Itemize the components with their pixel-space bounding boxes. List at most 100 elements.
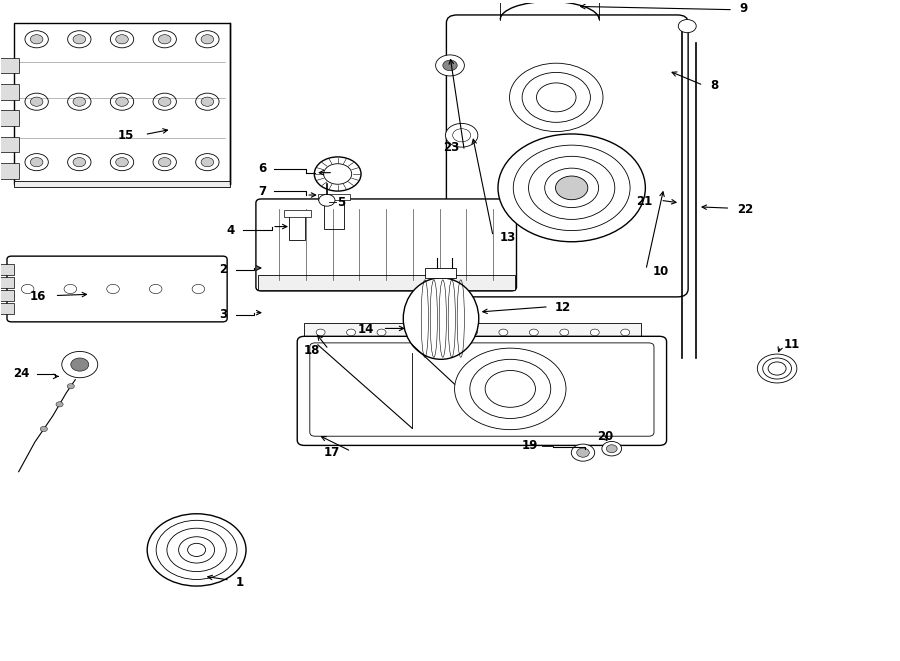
Circle shape [187, 543, 205, 557]
Bar [425, 268, 456, 278]
Circle shape [68, 93, 91, 110]
Bar [0, 110, 19, 126]
Circle shape [201, 157, 213, 167]
Circle shape [111, 153, 134, 171]
Circle shape [195, 93, 219, 110]
Circle shape [577, 448, 590, 457]
Text: 6: 6 [258, 162, 266, 175]
Circle shape [148, 514, 246, 586]
Polygon shape [14, 23, 230, 184]
Circle shape [158, 97, 171, 106]
Bar [0, 277, 14, 288]
Circle shape [116, 34, 129, 44]
Circle shape [153, 30, 176, 48]
Circle shape [166, 528, 226, 572]
FancyBboxPatch shape [7, 256, 227, 322]
Text: 18: 18 [303, 344, 320, 358]
Text: 2: 2 [219, 264, 227, 276]
Text: 14: 14 [357, 323, 374, 336]
Text: 11: 11 [783, 338, 799, 351]
Circle shape [436, 55, 464, 76]
Circle shape [111, 30, 134, 48]
Circle shape [470, 360, 551, 418]
Circle shape [157, 520, 237, 580]
Circle shape [602, 442, 622, 456]
Circle shape [71, 358, 89, 371]
Bar [0, 290, 14, 301]
Bar [14, 180, 230, 187]
Circle shape [25, 153, 49, 171]
Circle shape [111, 93, 134, 110]
Circle shape [555, 176, 588, 200]
FancyBboxPatch shape [446, 15, 688, 297]
Text: 9: 9 [740, 2, 748, 15]
Circle shape [768, 362, 786, 375]
Bar [0, 163, 19, 178]
Circle shape [68, 153, 91, 171]
Bar [289, 215, 305, 240]
Text: 13: 13 [500, 231, 516, 244]
Circle shape [536, 83, 576, 112]
Circle shape [158, 157, 171, 167]
Circle shape [107, 284, 120, 293]
Circle shape [324, 164, 352, 184]
Circle shape [73, 97, 86, 106]
Text: 3: 3 [219, 308, 227, 321]
Circle shape [453, 129, 471, 142]
Text: 20: 20 [598, 430, 614, 444]
Circle shape [201, 34, 213, 44]
Circle shape [62, 352, 98, 377]
Bar [257, 275, 515, 290]
Circle shape [499, 329, 508, 336]
Ellipse shape [403, 278, 479, 360]
FancyBboxPatch shape [297, 336, 667, 446]
Circle shape [149, 284, 162, 293]
Text: 23: 23 [443, 141, 459, 154]
Circle shape [446, 124, 478, 147]
Circle shape [25, 93, 49, 110]
Circle shape [544, 168, 598, 208]
Text: 19: 19 [522, 439, 538, 452]
Circle shape [314, 157, 361, 191]
Circle shape [607, 445, 617, 453]
Circle shape [408, 329, 417, 336]
Circle shape [31, 157, 43, 167]
Text: 7: 7 [258, 184, 266, 198]
Circle shape [377, 329, 386, 336]
Circle shape [195, 30, 219, 48]
Circle shape [195, 153, 219, 171]
Circle shape [513, 145, 630, 231]
Circle shape [201, 97, 213, 106]
Circle shape [64, 284, 76, 293]
Circle shape [529, 329, 538, 336]
Circle shape [560, 329, 569, 336]
Circle shape [73, 157, 86, 167]
Circle shape [68, 30, 91, 48]
Bar [0, 264, 14, 274]
Bar [0, 58, 19, 73]
Circle shape [762, 358, 791, 379]
Bar [0, 84, 19, 100]
Circle shape [468, 329, 477, 336]
Text: 4: 4 [226, 224, 234, 237]
Circle shape [438, 329, 447, 336]
Circle shape [509, 63, 603, 132]
Circle shape [158, 34, 171, 44]
Text: 15: 15 [117, 130, 134, 142]
Text: 8: 8 [711, 79, 719, 93]
Circle shape [153, 153, 176, 171]
Circle shape [572, 444, 595, 461]
Circle shape [116, 157, 129, 167]
Text: 24: 24 [14, 368, 30, 380]
FancyBboxPatch shape [310, 343, 654, 436]
Text: 22: 22 [738, 203, 754, 216]
Circle shape [153, 93, 176, 110]
Circle shape [522, 73, 590, 122]
Bar [284, 210, 310, 217]
Text: 5: 5 [337, 196, 345, 209]
Bar [318, 194, 350, 200]
Bar [0, 303, 14, 314]
Circle shape [116, 97, 129, 106]
Circle shape [485, 370, 536, 407]
Circle shape [178, 537, 214, 563]
